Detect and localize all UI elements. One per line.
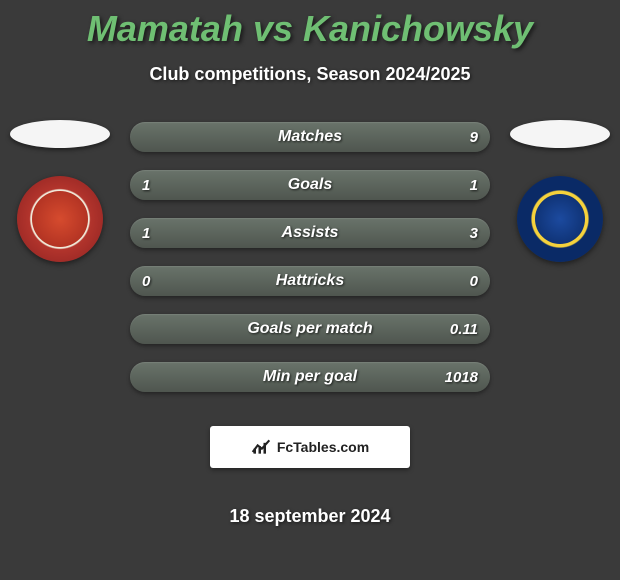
stat-right-value: 1018 <box>445 369 478 386</box>
right-player-column <box>510 120 610 262</box>
stat-left-value: 1 <box>142 225 150 242</box>
subtitle: Club competitions, Season 2024/2025 <box>0 64 620 85</box>
date-label: 18 september 2024 <box>130 506 490 527</box>
stat-row-assists: 1 Assists 3 <box>130 218 490 248</box>
stat-row-goals: 1 Goals 1 <box>130 170 490 200</box>
stats-list: Matches 9 1 Goals 1 1 Assists 3 0 Hattri… <box>130 122 490 527</box>
stat-label: Hattricks <box>276 272 344 290</box>
stat-left-value: 1 <box>142 177 150 194</box>
chart-icon <box>251 437 271 457</box>
stat-right-value: 3 <box>470 225 478 242</box>
stat-row-min-per-goal: Min per goal 1018 <box>130 362 490 392</box>
branding-badge: FcTables.com <box>210 426 410 468</box>
branding-text: FcTables.com <box>277 439 369 455</box>
stat-right-value: 1 <box>470 177 478 194</box>
left-club-badge <box>17 176 103 262</box>
stat-row-matches: Matches 9 <box>130 122 490 152</box>
right-flag-placeholder <box>510 120 610 148</box>
stat-right-value: 0.11 <box>450 321 478 338</box>
stat-label: Min per goal <box>263 368 357 386</box>
stat-left-value: 0 <box>142 273 150 290</box>
right-club-badge <box>517 176 603 262</box>
page-title: Mamatah vs Kanichowsky <box>0 0 620 50</box>
stat-label: Goals <box>288 176 332 194</box>
stat-right-value: 9 <box>470 129 478 146</box>
stat-label: Goals per match <box>247 320 372 338</box>
left-player-column <box>10 120 110 262</box>
stat-row-hattricks: 0 Hattricks 0 <box>130 266 490 296</box>
stat-label: Assists <box>282 224 339 242</box>
stat-right-value: 0 <box>470 273 478 290</box>
stat-label: Matches <box>278 128 342 146</box>
stat-row-goals-per-match: Goals per match 0.11 <box>130 314 490 344</box>
left-flag-placeholder <box>10 120 110 148</box>
